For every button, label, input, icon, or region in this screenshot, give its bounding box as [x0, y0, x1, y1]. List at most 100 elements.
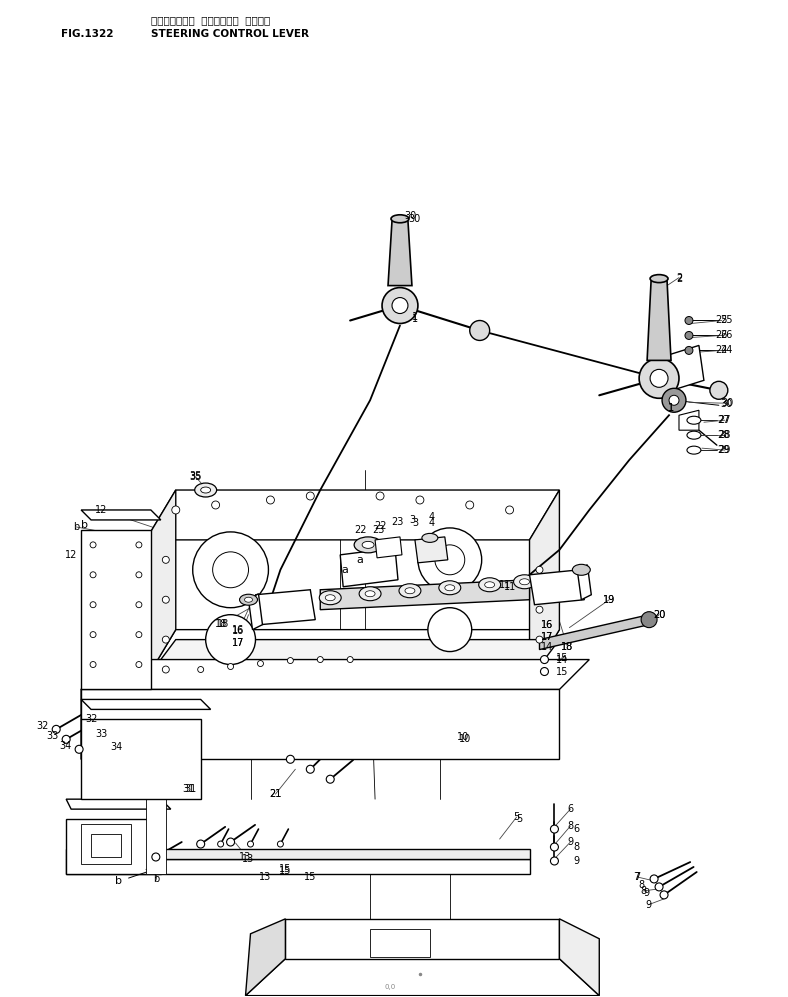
Text: 18: 18 [214, 619, 227, 629]
Text: 9: 9 [567, 837, 574, 847]
Polygon shape [91, 834, 121, 857]
Polygon shape [647, 280, 671, 360]
Circle shape [90, 662, 96, 668]
Text: 15: 15 [556, 667, 569, 677]
Circle shape [551, 843, 559, 851]
Text: 15: 15 [279, 866, 292, 876]
Circle shape [669, 395, 679, 405]
Text: 1: 1 [668, 403, 674, 413]
Circle shape [660, 891, 668, 899]
Text: 13: 13 [259, 872, 272, 882]
Circle shape [551, 826, 559, 833]
Text: 9: 9 [645, 900, 651, 910]
Polygon shape [578, 565, 591, 600]
Circle shape [685, 331, 693, 339]
Text: 12: 12 [95, 504, 107, 515]
Text: 18: 18 [561, 642, 574, 652]
Text: 20: 20 [653, 610, 665, 620]
Ellipse shape [365, 591, 375, 597]
Text: 26: 26 [721, 330, 733, 340]
Polygon shape [530, 490, 559, 680]
Text: 28: 28 [719, 430, 731, 441]
Polygon shape [340, 548, 398, 587]
Text: 4: 4 [429, 517, 435, 528]
Ellipse shape [514, 575, 536, 589]
Ellipse shape [422, 533, 438, 542]
Circle shape [197, 840, 205, 848]
Circle shape [466, 501, 474, 509]
Text: 16: 16 [232, 625, 245, 635]
Text: 8: 8 [567, 822, 574, 831]
Polygon shape [530, 570, 585, 605]
Polygon shape [81, 660, 589, 690]
Polygon shape [320, 580, 530, 610]
Text: 34: 34 [110, 743, 122, 753]
Text: 16: 16 [541, 620, 554, 630]
Polygon shape [66, 820, 161, 874]
Circle shape [277, 841, 284, 847]
Polygon shape [146, 630, 559, 680]
Text: 25: 25 [716, 315, 728, 325]
Text: 1: 1 [412, 311, 418, 321]
Circle shape [228, 664, 233, 670]
Text: 31: 31 [184, 785, 197, 795]
Circle shape [418, 528, 481, 592]
Circle shape [90, 632, 96, 638]
Text: 26: 26 [716, 330, 728, 340]
Text: 14: 14 [556, 655, 568, 665]
Text: 9: 9 [643, 888, 649, 898]
Text: STEERING CONTROL LEVER: STEERING CONTROL LEVER [151, 29, 309, 39]
Polygon shape [255, 590, 315, 625]
Circle shape [470, 320, 489, 340]
Circle shape [227, 838, 235, 846]
Text: 22: 22 [354, 524, 366, 535]
Ellipse shape [399, 584, 421, 598]
Text: 15: 15 [304, 872, 317, 882]
Text: 30: 30 [403, 210, 416, 220]
Text: 24: 24 [721, 345, 733, 355]
Polygon shape [81, 660, 111, 760]
Circle shape [136, 632, 142, 638]
Ellipse shape [687, 446, 701, 454]
Text: ステアリング゚  コントロール  レパー: ステアリング゚ コントロール レパー [151, 15, 270, 25]
Ellipse shape [405, 588, 415, 594]
Circle shape [307, 766, 314, 774]
Polygon shape [146, 795, 165, 874]
Polygon shape [81, 510, 161, 520]
Circle shape [206, 615, 255, 665]
Polygon shape [81, 700, 210, 710]
Circle shape [536, 636, 543, 643]
Ellipse shape [195, 483, 217, 497]
Circle shape [641, 612, 657, 628]
Text: b: b [153, 874, 159, 884]
Text: 23: 23 [391, 516, 403, 527]
Circle shape [136, 542, 142, 548]
Ellipse shape [244, 597, 252, 602]
Text: 13: 13 [240, 852, 251, 862]
Circle shape [536, 606, 543, 613]
Text: 1: 1 [668, 403, 674, 413]
Circle shape [376, 492, 384, 500]
Circle shape [162, 596, 169, 603]
Text: 17: 17 [232, 638, 245, 648]
Text: b: b [73, 521, 80, 532]
Text: a: a [357, 554, 363, 565]
Text: 27: 27 [718, 415, 730, 425]
Text: 29: 29 [718, 445, 730, 456]
Text: 16: 16 [232, 626, 245, 636]
Ellipse shape [354, 537, 382, 553]
Polygon shape [146, 490, 176, 680]
Text: 6: 6 [574, 825, 579, 834]
Polygon shape [370, 929, 430, 957]
Text: FIG.1322: FIG.1322 [61, 29, 113, 39]
Circle shape [650, 369, 668, 387]
Polygon shape [540, 615, 649, 650]
Text: 10: 10 [459, 735, 471, 745]
Polygon shape [81, 690, 559, 760]
Circle shape [162, 636, 169, 643]
Text: 18: 18 [561, 642, 574, 652]
Ellipse shape [444, 585, 455, 591]
Circle shape [382, 287, 418, 323]
Text: 2: 2 [676, 273, 682, 283]
Polygon shape [81, 720, 201, 800]
